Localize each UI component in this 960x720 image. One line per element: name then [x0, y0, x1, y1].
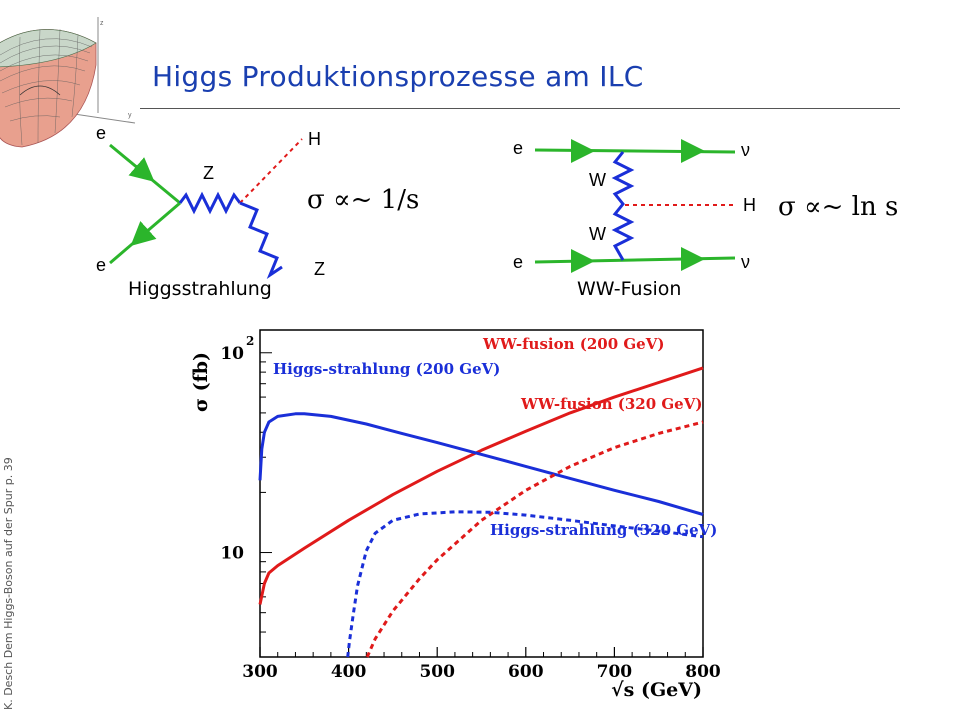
y-tick-label: 10: [220, 544, 244, 564]
x-tick-label: 500: [419, 662, 455, 682]
label-nu-top: ν: [741, 140, 750, 160]
label-higgs: H: [308, 129, 321, 149]
higgsstrahlung-formula: σ ∝~ 1/s: [307, 185, 420, 215]
z-propagator: [178, 191, 242, 215]
footer-citation: K. Desch Dem Higgs-Boson auf der Spur p.…: [2, 457, 15, 710]
w-propagator: [611, 151, 635, 261]
label-z-boson: Z: [203, 163, 214, 183]
label-w-bottom: W: [589, 224, 606, 244]
label-ww-200: WW-fusion (200 GeV): [482, 335, 664, 353]
label-e-top-ww: e: [513, 138, 523, 158]
higgs-potential-logo: z y: [0, 17, 136, 148]
label-hs-200: Higgs-strahlung (200 GeV): [273, 360, 500, 378]
ww-fusion-diagram: e e W W H ν ν: [513, 138, 756, 273]
y-tick-label: 10: [220, 344, 244, 364]
higgsstrahlung-caption: Higgsstrahlung: [128, 278, 272, 300]
x-tick-label: 300: [242, 662, 278, 682]
ww-fusion-caption: WW-Fusion: [577, 278, 682, 300]
electron-bottom-line: [534, 256, 736, 264]
label-ww-320: WW-fusion (320 GeV): [520, 395, 702, 413]
label-higgs-ww: H: [743, 195, 756, 215]
svg-text:y: y: [128, 112, 132, 119]
x-tick-label: 400: [331, 662, 367, 682]
z-outgoing: [239, 201, 283, 279]
label-z-out: Z: [314, 259, 325, 279]
electron-top-line: [534, 148, 736, 154]
ww-fusion-formula: σ ∝~ ln s: [778, 192, 899, 222]
label-w-top: W: [589, 170, 606, 190]
label-e-bottom: e: [96, 255, 106, 275]
label-nu-bottom: ν: [741, 252, 750, 272]
x-tick-label: 800: [685, 662, 721, 682]
label-e-bottom-ww: e: [513, 252, 523, 272]
y-axis-label: σ (fb): [190, 352, 212, 412]
plot-frame: [259, 329, 704, 658]
slide-title: Higgs Produktionsprozesse am ILC: [152, 60, 644, 93]
label-hs-320: Higgs-strahlung (320 GeV): [490, 521, 717, 539]
svg-text:z: z: [100, 20, 104, 27]
label-e-top: e: [96, 123, 106, 143]
x-tick-label: 600: [508, 662, 544, 682]
y-tick-exponent: 2: [246, 334, 254, 348]
x-tick-label: 700: [597, 662, 633, 682]
series-line-1: [258, 412, 704, 516]
series-line-0: [258, 366, 704, 605]
higgsstrahlung-diagram: e e Z H Z: [96, 123, 325, 279]
higgs-line: [239, 138, 303, 204]
x-axis-label: √s (GeV): [611, 679, 702, 701]
title-divider: [140, 108, 900, 109]
